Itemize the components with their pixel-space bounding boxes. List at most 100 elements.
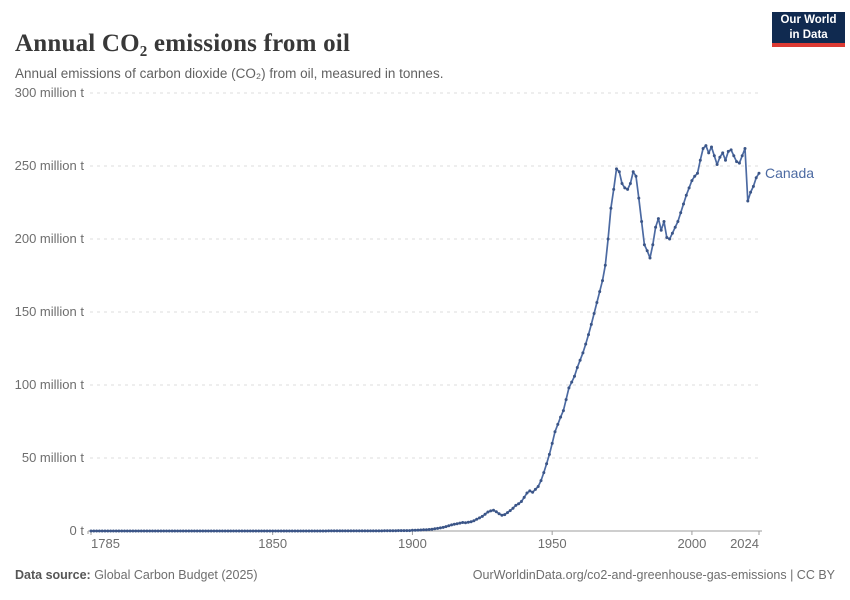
data-point[interactable] xyxy=(603,263,607,267)
data-point[interactable] xyxy=(668,237,672,241)
data-point[interactable] xyxy=(472,519,476,523)
data-point[interactable] xyxy=(575,366,579,369)
data-point[interactable] xyxy=(422,528,426,532)
data-point[interactable] xyxy=(595,301,599,304)
data-point[interactable] xyxy=(184,529,188,533)
data-point[interactable] xyxy=(729,148,733,152)
data-point[interactable] xyxy=(151,529,154,533)
data-point[interactable] xyxy=(352,529,356,533)
data-point[interactable] xyxy=(567,386,571,390)
data-point[interactable] xyxy=(268,529,272,533)
data-point[interactable] xyxy=(634,174,638,178)
data-point[interactable] xyxy=(243,529,247,533)
data-point[interactable] xyxy=(757,171,761,175)
data-point[interactable] xyxy=(304,529,308,533)
data-point[interactable] xyxy=(522,495,526,499)
data-point[interactable] xyxy=(100,529,104,533)
data-point[interactable] xyxy=(123,529,126,533)
data-point[interactable] xyxy=(159,529,163,533)
data-point[interactable] xyxy=(712,154,716,158)
data-point[interactable] xyxy=(360,529,364,533)
data-point[interactable] xyxy=(111,529,115,533)
data-point[interactable] xyxy=(749,190,753,194)
data-point[interactable] xyxy=(246,529,249,533)
data-point[interactable] xyxy=(357,529,361,533)
data-point[interactable] xyxy=(573,374,576,378)
data-point[interactable] xyxy=(587,333,590,337)
data-point[interactable] xyxy=(226,529,230,533)
data-point[interactable] xyxy=(637,196,641,200)
data-point[interactable] xyxy=(511,506,515,510)
data-point[interactable] xyxy=(327,529,331,533)
data-point[interactable] xyxy=(696,171,699,175)
data-point[interactable] xyxy=(343,529,347,533)
data-point[interactable] xyxy=(237,529,241,533)
data-point[interactable] xyxy=(480,514,484,518)
data-point[interactable] xyxy=(162,529,166,533)
data-point[interactable] xyxy=(452,522,456,526)
data-point[interactable] xyxy=(492,508,495,512)
data-point[interactable] xyxy=(274,529,277,533)
data-point[interactable] xyxy=(754,176,758,180)
data-point[interactable] xyxy=(581,351,585,355)
data-point[interactable] xyxy=(494,510,498,514)
owid-logo[interactable]: Our World in Data xyxy=(772,12,845,47)
data-point[interactable] xyxy=(307,529,311,533)
data-point[interactable] xyxy=(556,422,560,426)
data-point[interactable] xyxy=(592,312,596,315)
data-point[interactable] xyxy=(198,529,202,533)
data-point[interactable] xyxy=(248,529,252,533)
data-point[interactable] xyxy=(206,529,210,533)
data-point[interactable] xyxy=(209,529,213,533)
data-point[interactable] xyxy=(97,529,101,533)
data-point[interactable] xyxy=(394,529,398,533)
data-point[interactable] xyxy=(139,529,143,533)
data-point[interactable] xyxy=(743,147,747,150)
data-point[interactable] xyxy=(615,167,618,171)
data-point[interactable] xyxy=(240,529,244,533)
data-point[interactable] xyxy=(645,249,649,253)
data-point[interactable] xyxy=(617,170,621,174)
data-point[interactable] xyxy=(698,158,702,162)
data-point[interactable] xyxy=(584,342,588,346)
data-point[interactable] xyxy=(746,199,750,203)
data-point[interactable] xyxy=(318,529,322,533)
data-point[interactable] xyxy=(187,529,191,533)
data-point[interactable] xyxy=(559,415,563,419)
data-point[interactable] xyxy=(125,529,129,533)
data-point[interactable] xyxy=(153,529,157,533)
data-point[interactable] xyxy=(251,529,255,533)
data-point[interactable] xyxy=(279,529,283,533)
data-point[interactable] xyxy=(405,529,409,533)
data-point[interactable] xyxy=(293,529,297,533)
data-point[interactable] xyxy=(232,529,235,533)
data-point[interactable] xyxy=(506,511,509,515)
data-point[interactable] xyxy=(296,529,300,533)
data-point[interactable] xyxy=(131,529,135,533)
data-point[interactable] xyxy=(500,513,504,517)
data-point[interactable] xyxy=(385,529,389,533)
data-point[interactable] xyxy=(740,154,744,158)
data-point[interactable] xyxy=(564,398,568,402)
data-point[interactable] xyxy=(265,529,269,533)
data-point[interactable] xyxy=(128,529,132,533)
data-point[interactable] xyxy=(416,528,420,532)
data-point[interactable] xyxy=(201,529,205,533)
data-point[interactable] xyxy=(234,529,238,533)
data-point[interactable] xyxy=(134,529,138,533)
data-point[interactable] xyxy=(751,184,755,188)
data-point[interactable] xyxy=(724,158,727,162)
data-point[interactable] xyxy=(109,529,113,533)
data-point[interactable] xyxy=(620,182,624,185)
data-point[interactable] xyxy=(687,186,691,190)
data-point[interactable] xyxy=(659,228,663,232)
data-point[interactable] xyxy=(329,529,333,533)
data-point[interactable] xyxy=(341,529,344,533)
data-point[interactable] xyxy=(223,529,227,533)
data-point[interactable] xyxy=(489,509,493,513)
owid-citation-link[interactable]: OurWorldinData.org/co2-and-greenhouse-ga… xyxy=(472,568,835,582)
data-point[interactable] xyxy=(355,529,358,533)
data-point[interactable] xyxy=(315,529,319,533)
data-point[interactable] xyxy=(89,529,93,533)
